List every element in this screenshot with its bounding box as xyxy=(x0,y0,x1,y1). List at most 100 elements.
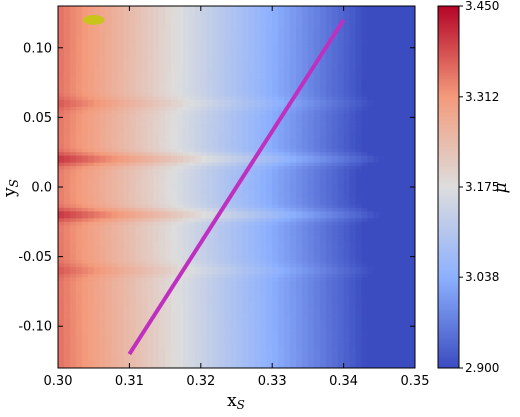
heatmap-cell xyxy=(230,294,238,299)
heatmap-cell xyxy=(301,148,309,153)
heatmap-cell xyxy=(75,145,83,150)
heatmap-cell xyxy=(319,200,327,205)
heatmap-cell xyxy=(212,347,220,352)
heatmap-cell xyxy=(284,169,291,174)
heatmap-cell xyxy=(87,33,95,38)
heatmap-cell xyxy=(105,235,113,240)
heatmap-cell xyxy=(177,169,184,174)
heatmap-cell xyxy=(337,127,345,132)
heatmap-cell xyxy=(325,235,333,240)
heatmap-cell xyxy=(230,200,238,205)
heatmap-cell xyxy=(248,61,255,66)
heatmap-cell xyxy=(99,86,107,91)
heatmap-cell xyxy=(200,228,208,233)
heatmap-cell xyxy=(69,256,77,261)
heatmap-cell xyxy=(266,127,273,132)
heatmap-cell xyxy=(105,315,113,320)
heatmap-cell xyxy=(63,326,71,331)
heatmap-cell xyxy=(194,197,202,202)
heatmap-cell xyxy=(307,333,315,338)
heatmap-cell xyxy=(260,193,267,199)
heatmap-cell xyxy=(331,47,339,52)
heatmap-cell xyxy=(325,155,333,160)
heatmap-cell xyxy=(296,180,303,185)
heatmap-cell xyxy=(301,305,309,310)
heatmap-cell xyxy=(254,246,261,251)
heatmap-cell xyxy=(105,16,113,21)
heatmap-cell xyxy=(93,326,101,331)
heatmap-cell xyxy=(129,134,136,139)
heatmap-cell xyxy=(319,294,327,299)
heatmap-cell xyxy=(81,113,89,118)
heatmap-cell xyxy=(200,110,208,115)
heatmap-cell xyxy=(188,218,196,223)
heatmap-cell xyxy=(81,44,89,49)
heatmap-cell xyxy=(206,193,214,199)
heatmap-cell xyxy=(99,33,107,38)
heatmap-cell xyxy=(307,280,315,286)
heatmap-cell xyxy=(58,61,65,66)
heatmap-cell xyxy=(141,183,148,188)
heatmap-cell xyxy=(171,127,178,132)
heatmap-cell xyxy=(165,277,172,282)
heatmap-cell xyxy=(188,291,196,296)
heatmap-cell xyxy=(93,301,101,306)
heatmap-cell xyxy=(266,148,273,153)
heatmap-cell xyxy=(135,187,142,192)
heatmap-cell xyxy=(278,277,285,282)
heatmap-cell xyxy=(188,232,196,237)
heatmap-cell xyxy=(272,173,279,178)
heatmap-cell xyxy=(182,9,190,14)
heatmap-cell xyxy=(171,16,178,21)
heatmap-cell xyxy=(129,40,136,45)
heatmap-cell xyxy=(171,82,178,87)
heatmap-cell xyxy=(141,256,148,261)
heatmap-cell xyxy=(206,312,214,317)
heatmap-cell xyxy=(153,284,160,289)
heatmap-cell xyxy=(319,30,327,35)
heatmap-cell xyxy=(248,86,255,91)
heatmap-cell xyxy=(75,193,83,199)
heatmap-cell xyxy=(58,228,65,233)
heatmap-cell xyxy=(123,72,130,77)
heatmap-cell xyxy=(188,267,196,272)
heatmap-cell xyxy=(325,267,333,272)
heatmap-cell xyxy=(105,82,113,87)
heatmap-cell xyxy=(254,131,261,136)
heatmap-cell xyxy=(87,30,95,35)
heatmap-cell xyxy=(325,350,333,355)
heatmap-cell xyxy=(129,270,136,275)
heatmap-cell xyxy=(194,110,202,115)
heatmap-cell xyxy=(284,284,291,289)
heatmap-cell xyxy=(141,68,148,73)
heatmap-cell xyxy=(105,152,113,157)
heatmap-cell xyxy=(301,6,309,11)
heatmap-cell xyxy=(69,187,77,192)
heatmap-cell xyxy=(278,274,285,279)
heatmap-cell xyxy=(319,89,327,94)
heatmap-cell xyxy=(177,291,184,296)
heatmap-cell xyxy=(87,166,95,171)
heatmap-cell xyxy=(153,347,160,352)
heatmap-cell xyxy=(58,190,65,195)
heatmap-cell xyxy=(177,180,184,185)
heatmap-cell xyxy=(129,58,136,63)
heatmap-cell xyxy=(290,103,297,108)
heatmap-cell xyxy=(236,124,244,129)
heatmap-cell xyxy=(105,96,113,101)
heatmap-cell xyxy=(337,263,345,268)
heatmap-cell xyxy=(278,159,285,164)
heatmap-cell xyxy=(331,329,339,334)
heatmap-cell xyxy=(182,274,190,279)
heatmap-cell xyxy=(117,274,125,279)
heatmap-cell xyxy=(325,30,333,35)
heatmap-cell xyxy=(272,204,279,209)
heatmap-cell xyxy=(325,89,333,94)
heatmap-cell xyxy=(58,183,65,188)
heatmap-cell xyxy=(75,159,83,164)
heatmap-cell xyxy=(129,148,136,153)
heatmap-cell xyxy=(141,361,148,366)
heatmap-cell xyxy=(182,235,190,240)
heatmap-cell xyxy=(272,347,279,352)
heatmap-cell xyxy=(206,347,214,352)
